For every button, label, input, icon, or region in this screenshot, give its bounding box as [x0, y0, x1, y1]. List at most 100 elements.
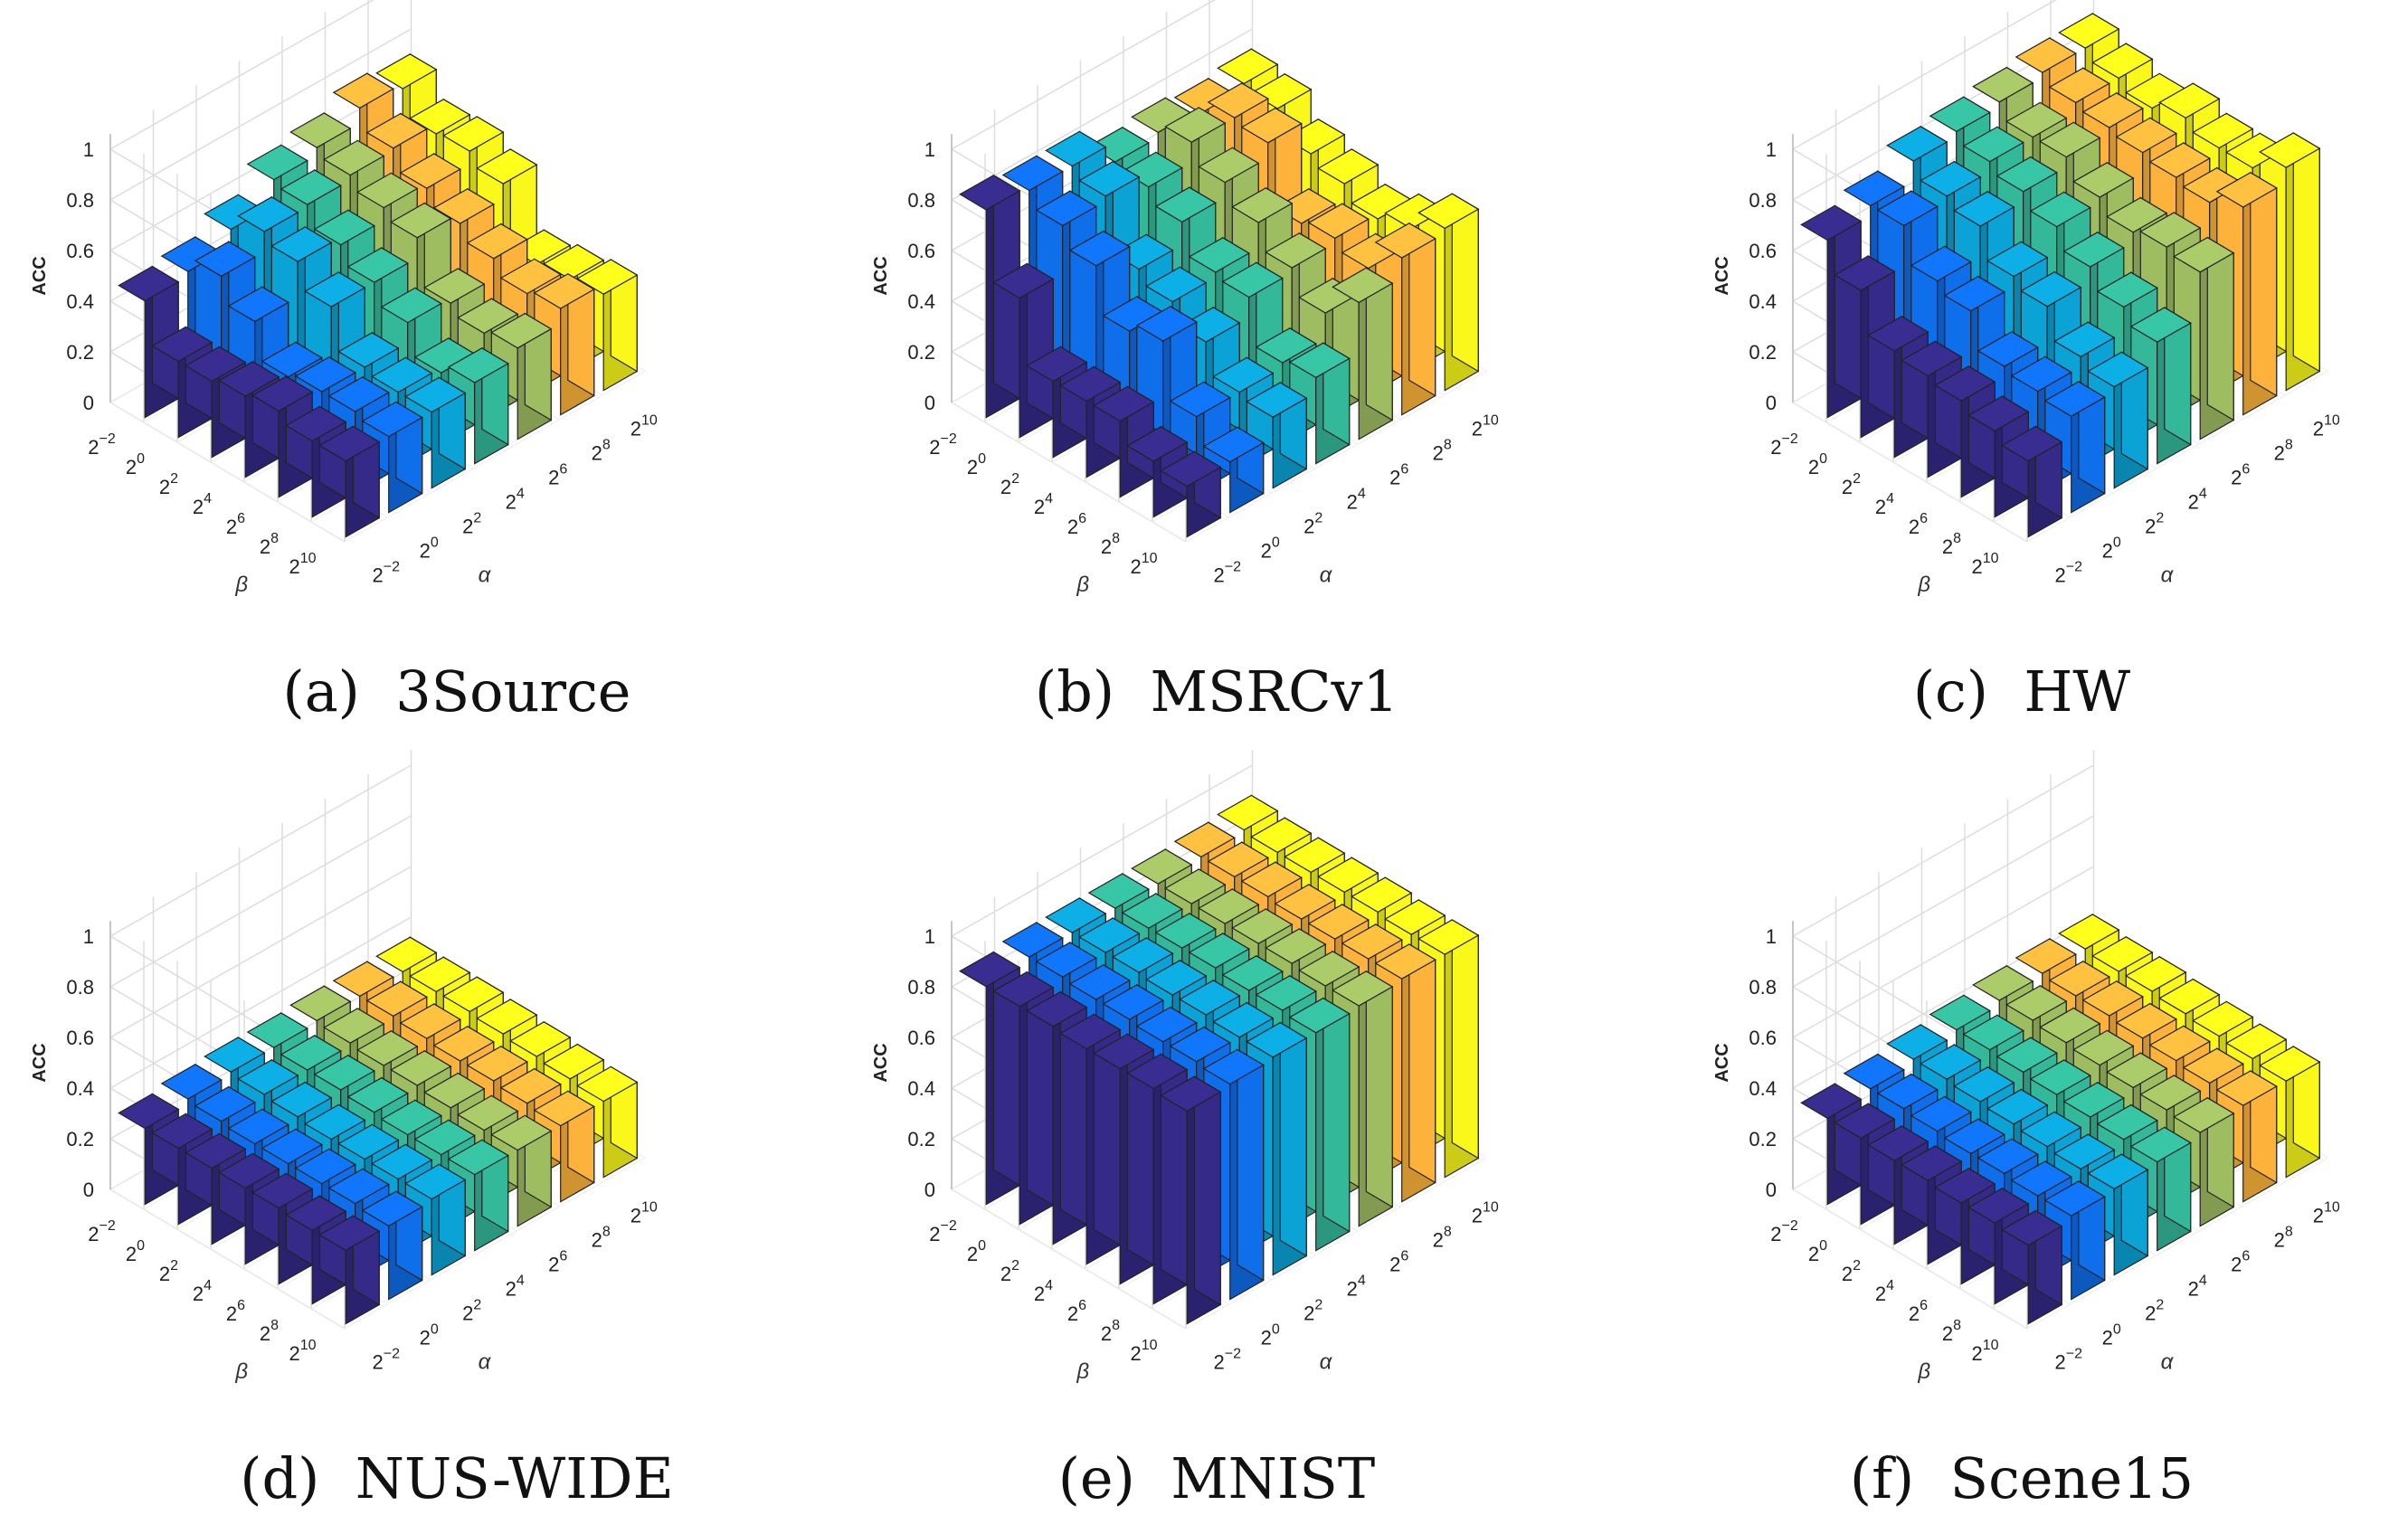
- bar-face: [423, 1072, 486, 1109]
- bar-face: [1834, 255, 1896, 291]
- alpha-tick-label: 28: [2274, 1225, 2293, 1252]
- bar-face: [1408, 942, 1436, 1184]
- alpha-tick-label: 24: [2188, 1274, 2207, 1301]
- bar-face: [1943, 275, 2005, 312]
- grid-line: [951, 402, 1187, 543]
- bar-face: [1317, 857, 1379, 894]
- beta-tick-label: 22: [1842, 471, 1861, 498]
- tick-exponent: 6: [237, 1298, 245, 1313]
- bar-face: [1179, 980, 1241, 1016]
- bar-face: [2158, 82, 2221, 119]
- beta-tick-label: 2−2: [1770, 1218, 1798, 1245]
- bar-face: [246, 1012, 308, 1048]
- grid-line: [1792, 0, 2057, 150]
- bar-face: [1231, 187, 1294, 223]
- caption-3source: (a) 3Source: [282, 658, 631, 724]
- bar-alpha-5-beta-6: [1374, 942, 1436, 1203]
- caption-nus-wide: (d) NUS-WIDE: [240, 1445, 674, 1511]
- bar-alpha-0-beta-4: [1093, 1033, 1155, 1285]
- tick-exponent: 4: [517, 487, 525, 502]
- bar-face: [1834, 1103, 1896, 1140]
- z-tick-label: 0.2: [66, 1128, 94, 1150]
- beta-tick-label: 28: [1101, 1318, 1120, 1345]
- bar-face: [442, 116, 505, 152]
- bar-alpha-4-beta-6: [1332, 970, 1394, 1227]
- z-tick-label: 0.6: [907, 240, 935, 262]
- tick-exponent: 6: [1920, 511, 1928, 526]
- bar-face: [1173, 821, 1236, 858]
- bar-face: [409, 956, 471, 993]
- bar-face: [1967, 395, 2030, 432]
- bar-alpha-3-beta-6: [1288, 342, 1351, 465]
- bar-face: [227, 1108, 289, 1145]
- beta-tick-label: 28: [260, 531, 279, 558]
- bar-face: [1160, 1075, 1222, 1113]
- bar-face: [442, 976, 505, 1013]
- bar-face: [1102, 984, 1164, 1020]
- bar-face: [251, 375, 314, 412]
- bar-face: [1068, 230, 1131, 267]
- tick-exponent: 8: [2285, 438, 2293, 453]
- bar-face: [2010, 1160, 2072, 1197]
- bar-face: [365, 980, 428, 1018]
- beta-tick-label: 2−2: [929, 1218, 957, 1245]
- alpha-tick-label: 210: [1472, 1200, 1499, 1227]
- alpha-tick-label: 210: [630, 413, 658, 440]
- bar-face: [1274, 884, 1336, 920]
- beta-tick-label: 26: [226, 1298, 245, 1325]
- bar-face: [1255, 975, 1317, 1011]
- alpha-tick-label: 28: [592, 438, 611, 465]
- caption-scene15: (f) Scene15: [1849, 1445, 2195, 1511]
- tick-exponent: 6: [1078, 1298, 1086, 1313]
- bar-face: [2058, 13, 2120, 49]
- bar-face: [1145, 266, 1208, 303]
- tick-exponent: 0: [1819, 451, 1827, 467]
- bar-face: [1087, 873, 1150, 909]
- bar-face: [1068, 964, 1131, 1000]
- bar-alpha-5-beta-6: [2215, 171, 2278, 416]
- beta-tick-label: 2−2: [88, 431, 116, 459]
- bar-face: [466, 223, 528, 260]
- bar-face: [543, 243, 605, 280]
- tick-exponent: 0: [2113, 535, 2121, 551]
- bar-face: [361, 1190, 423, 1227]
- bar-face: [356, 1030, 419, 1066]
- bar-face: [499, 1067, 562, 1104]
- bar-face: [1093, 1033, 1155, 1070]
- bar-face: [409, 99, 471, 135]
- bar-face: [1198, 888, 1260, 924]
- bar-alpha-3-beta-6: [2129, 306, 2192, 465]
- bar-face: [237, 196, 299, 232]
- bar-face: [499, 258, 562, 295]
- bar-face: [1977, 1138, 2039, 1175]
- grid-line: [951, 1188, 1187, 1330]
- tick-exponent: −2: [1782, 1218, 1798, 1234]
- beta-axis-label: β: [1076, 1359, 1089, 1384]
- z-tick-label: 0.4: [66, 290, 94, 313]
- bar-face: [1901, 340, 1963, 377]
- tick-exponent: 0: [1272, 1322, 1280, 1338]
- bar-alpha-1-beta-6: [1202, 1048, 1265, 1301]
- bar-alpha-2-beta-6: [2087, 1153, 2149, 1276]
- bar-face: [327, 376, 390, 412]
- z-tick-label: 0: [1766, 392, 1777, 414]
- z-tick-label: 0.6: [1749, 1027, 1777, 1049]
- tick-exponent: 8: [270, 531, 279, 546]
- chart-panel-nus-wide: 00.20.40.60.81ACC2−220222426282102−22022…: [30, 750, 658, 1384]
- bar-face: [1154, 913, 1217, 949]
- z-tick-label: 0.2: [907, 341, 935, 364]
- bar-face: [2043, 1180, 2106, 1217]
- alpha-tick-label: 26: [2231, 1249, 2250, 1276]
- bar-alpha-5-beta-6: [1374, 222, 1436, 416]
- bar-face: [2215, 172, 2278, 208]
- tick-exponent: −2: [2066, 1347, 2082, 1362]
- bar-face: [1284, 837, 1346, 874]
- bar-face: [2125, 956, 2187, 992]
- tick-exponent: 6: [559, 1249, 567, 1264]
- tick-exponent: 10: [2324, 1200, 2340, 1216]
- bar-face: [466, 1046, 528, 1082]
- beta-tick-label: 24: [193, 1278, 212, 1305]
- bar-face: [2087, 1153, 2149, 1190]
- bar-face: [1131, 848, 1193, 885]
- bar-face: [185, 1132, 247, 1169]
